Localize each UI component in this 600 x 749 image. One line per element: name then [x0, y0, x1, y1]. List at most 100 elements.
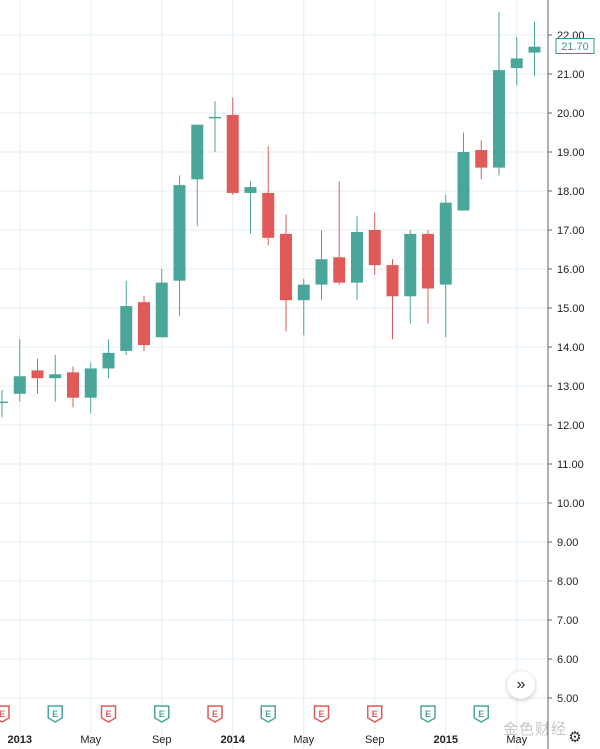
dividend-marker[interactable]: E: [100, 705, 117, 723]
candle-up: [457, 132, 470, 211]
event-badge: [207, 705, 223, 723]
candle-up: [0, 389, 8, 418]
x-tick-label: 2013: [8, 734, 32, 746]
candle-body: [475, 150, 488, 168]
candle-body: [457, 152, 470, 211]
candle-body: [244, 187, 257, 193]
x-tick-label: 2015: [434, 734, 458, 746]
y-tick-label: 6.00: [557, 654, 578, 666]
candle-body: [404, 233, 417, 297]
y-tick-label: 13.00: [557, 381, 585, 393]
dividend-marker[interactable]: E: [0, 705, 10, 723]
candle-body: [280, 233, 292, 301]
candle-up: [102, 339, 115, 379]
event-badge: [0, 705, 10, 723]
candle-up: [493, 11, 505, 176]
event-label: E: [159, 709, 165, 719]
candle-body: [510, 58, 523, 69]
event-label: E: [212, 709, 218, 719]
candle-up: [120, 280, 133, 355]
event-label: E: [372, 709, 378, 719]
time-axis[interactable]: 2013 May Sep 2014 May Sep 2015 May: [8, 734, 528, 746]
candle-down: [226, 97, 239, 195]
candles: [0, 11, 541, 418]
candle-up: [244, 181, 257, 234]
y-tick-label: 14.00: [557, 342, 585, 354]
candle-body: [422, 233, 434, 289]
earnings-marker[interactable]: E: [473, 705, 489, 723]
double-chevron-right-icon: »: [516, 676, 526, 693]
candle-down: [31, 358, 44, 394]
y-tick-label: 9.00: [557, 537, 578, 549]
scroll-to-realtime-button[interactable]: »: [507, 671, 535, 699]
candle-body: [333, 257, 346, 283]
candle-up: [13, 339, 26, 402]
earnings-marker[interactable]: E: [47, 705, 63, 723]
event-badge: [154, 705, 170, 723]
y-tick-label: 18.00: [557, 186, 585, 198]
candle-up: [173, 175, 186, 316]
dividend-marker[interactable]: E: [367, 705, 383, 723]
x-tick-label: 2014: [221, 734, 246, 746]
event-badge: [47, 705, 63, 723]
candle-body: [351, 231, 363, 283]
x-tick-label: Sep: [152, 734, 172, 746]
x-tick-label: May: [293, 734, 314, 746]
event-badge: [420, 705, 436, 723]
candle-up: [49, 354, 62, 402]
candle-up: [351, 216, 363, 301]
candle-down: [333, 181, 346, 285]
candle-body: [84, 368, 97, 398]
event-badge: [473, 705, 489, 723]
candle-down: [138, 296, 150, 351]
candle-up: [209, 101, 221, 152]
event-badge: [367, 705, 383, 723]
x-tick-label: May: [506, 734, 527, 746]
settings-button[interactable]: ⚙: [566, 728, 584, 746]
candle-up: [439, 194, 452, 338]
candle-up: [155, 269, 168, 338]
gear-icon: ⚙: [568, 729, 582, 746]
candle-body: [191, 124, 204, 180]
event-label: E: [425, 709, 431, 719]
event-label: E: [478, 709, 484, 719]
x-tick-label: May: [80, 734, 101, 746]
last-price-value: 21.70: [561, 41, 589, 53]
event-label: E: [265, 709, 271, 719]
candle-up: [297, 278, 310, 336]
candle-body: [0, 401, 8, 404]
y-tick-label: 5.00: [557, 693, 578, 705]
y-tick-label: 7.00: [557, 615, 578, 627]
price-axis[interactable]: 5.00 6.00 7.00 8.00 9.00 10.00 11.00 12.00 13.00…: [548, 30, 585, 705]
candle-body: [226, 114, 239, 193]
dividend-marker[interactable]: E: [207, 705, 223, 723]
earnings-marker[interactable]: E: [420, 705, 436, 723]
candle-body: [13, 376, 26, 394]
earnings-marker[interactable]: E: [260, 705, 276, 723]
candle-body: [31, 370, 44, 379]
candle-up: [315, 230, 328, 301]
candle-down: [262, 146, 275, 246]
event-badge: [313, 705, 330, 723]
earnings-marker[interactable]: E: [154, 705, 170, 723]
candle-body: [315, 259, 328, 285]
event-badge: [260, 705, 276, 723]
candle-body: [67, 372, 79, 398]
candle-body: [439, 202, 452, 285]
candle-down: [422, 230, 434, 324]
x-tick-label: Sep: [365, 734, 385, 746]
candle-up: [404, 230, 417, 324]
candle-body: [368, 230, 381, 266]
candle-body: [209, 116, 221, 119]
candle-body: [155, 282, 168, 338]
candle-up: [510, 36, 523, 86]
candle-up: [84, 362, 97, 414]
y-tick-label: 10.00: [557, 498, 585, 510]
event-label: E: [52, 709, 58, 719]
y-tick-label: 11.00: [557, 459, 584, 471]
candle-body: [493, 70, 505, 168]
y-tick-label: 16.00: [557, 264, 585, 276]
dividend-marker[interactable]: E: [313, 705, 330, 723]
